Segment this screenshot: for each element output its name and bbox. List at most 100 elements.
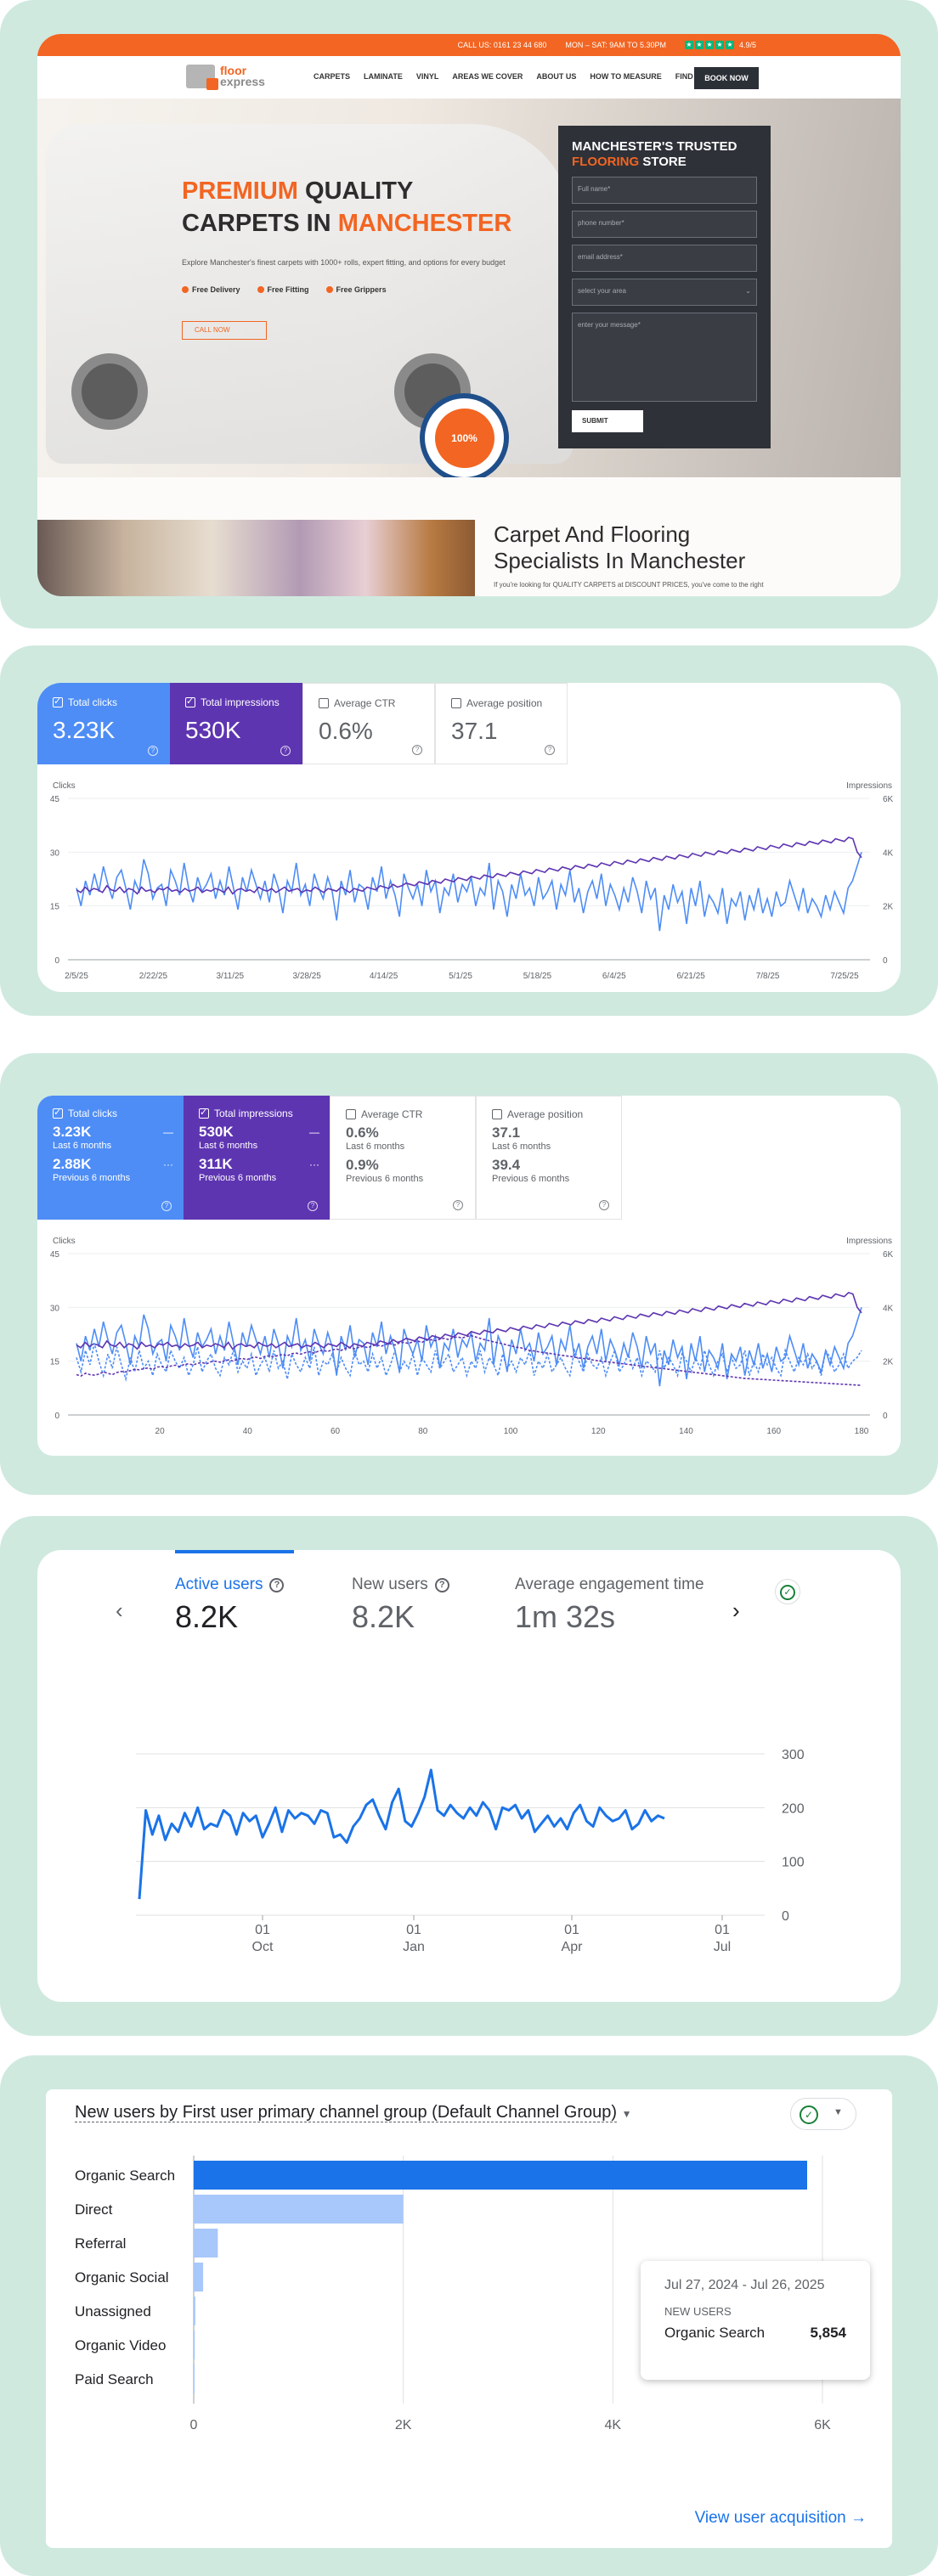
series-line	[76, 1291, 862, 1350]
help-icon[interactable]: ?	[412, 745, 422, 755]
star-icon: ★	[684, 41, 693, 49]
checkbox-icon[interactable]	[492, 1109, 502, 1119]
email-field[interactable]: email address*	[572, 245, 757, 272]
help-icon[interactable]: ?	[453, 1200, 463, 1210]
category-label: Organic Social	[75, 2269, 169, 2286]
hover-tooltip: Jul 27, 2024 - Jul 26, 2025 NEW USERS Or…	[641, 2261, 870, 2380]
nav-laminate[interactable]: LAMINATE	[364, 72, 403, 81]
total-clicks-value: 3.23K	[53, 717, 116, 743]
checkbox-icon[interactable]	[53, 1107, 63, 1119]
rating-text: 4.9/5	[738, 41, 756, 49]
checkbox-icon[interactable]	[319, 698, 329, 708]
phone-text[interactable]: CALL US: 0161 23 44 680	[457, 41, 547, 49]
trustpilot-rating[interactable]: ★ ★ ★ ★ ★ 4.9/5	[684, 41, 756, 49]
tile-average-position[interactable]: Average position 37.1 ?	[435, 683, 568, 764]
logo-line-1: floor	[220, 64, 247, 77]
nav-areas[interactable]: AREAS WE COVER	[452, 72, 523, 81]
tile-total-clicks-compare[interactable]: Total clicks 3.23K— Last 6 months 2.88K·…	[37, 1096, 184, 1220]
nav-find-us[interactable]: FIND US	[675, 72, 706, 81]
help-icon[interactable]: ?	[161, 1201, 172, 1211]
view-user-acquisition-link[interactable]: View user acquisition →	[694, 2509, 867, 2527]
specialists-text: If you're looking for QUALITY CARPETS at…	[494, 581, 764, 589]
nav-how-to-measure[interactable]: HOW TO MEASURE	[590, 72, 662, 81]
x-tick-label: 5/1/25	[449, 972, 472, 981]
nav-carpets[interactable]: CARPETS	[314, 72, 351, 81]
x-tick-day: 01	[564, 1923, 579, 1937]
tile-total-impressions-compare[interactable]: Total impressions 530K— Last 6 months 31…	[184, 1096, 330, 1220]
help-icon[interactable]: ?	[545, 745, 555, 755]
check-circle-icon[interactable]: ✓	[775, 1579, 800, 1604]
nav-vinyl[interactable]: VINYL	[415, 72, 439, 81]
x-tick-label: 0	[190, 2418, 198, 2432]
checkbox-icon[interactable]	[346, 1109, 356, 1119]
x-tick-label: 60	[331, 1427, 341, 1436]
help-icon[interactable]: ?	[280, 746, 291, 756]
metric-new-users[interactable]: New users? 8.2K	[352, 1575, 449, 1635]
floor-express-logo[interactable]: floor express	[186, 64, 265, 90]
hero-features: Free Delivery Free Fitting Free Grippers	[182, 285, 387, 294]
checkbox-icon[interactable]	[53, 696, 63, 707]
active-users-chart: 300 200 100 0 01 Oct 01 Jan 01 Apr 01 Jul	[136, 1748, 805, 1954]
arrow-right-icon: →	[850, 2509, 867, 2527]
chevron-down-icon: ⌄	[745, 287, 751, 295]
active-tab-indicator	[175, 1550, 294, 1553]
gsc-performance-chart: 45 30 15 0 6K 4K 2K 0 2/5/25 2/22/25 3/11/25 3/28/2…	[50, 795, 894, 981]
right-axis-title: Impressions	[846, 1237, 892, 1246]
checkbox-icon[interactable]	[451, 698, 461, 708]
compare-toggle[interactable]: ✓ ▼	[790, 2098, 856, 2130]
x-tick-label: 7/25/25	[830, 972, 859, 981]
tile-average-ctr-compare[interactable]: Average CTR 0.6% Last 6 months 0.9% Prev…	[330, 1096, 476, 1220]
specialists-heading: Carpet And Flooring Specialists In Manche…	[494, 521, 746, 573]
star-icon: ★	[694, 41, 704, 49]
phone-field[interactable]: phone number*	[572, 211, 757, 238]
help-icon[interactable]: ?	[269, 1577, 285, 1592]
checkbox-icon[interactable]	[199, 1107, 209, 1119]
category-label: Direct	[75, 2201, 113, 2218]
tile-average-position-compare[interactable]: Average position 37.1 Last 6 months 39.4…	[476, 1096, 622, 1220]
category-label: Referral	[75, 2235, 126, 2252]
hero-subtitle: Explore Manchester's finest carpets with…	[182, 258, 506, 267]
acquisition-title[interactable]: New users by First user primary channel …	[75, 2103, 632, 2122]
y-tick-label: 300	[782, 1748, 805, 1762]
tile-average-ctr[interactable]: Average CTR 0.6% ?	[302, 683, 435, 764]
category-label: Organic Video	[75, 2337, 166, 2353]
y2-tick-label: 6K	[883, 1250, 894, 1260]
gsc-comparison-chart: 45 30 15 0 6K 4K 2K 0 20 40 60 80 100 120 140 160 180	[50, 1250, 894, 1436]
nav-about[interactable]: ABOUT US	[536, 72, 577, 81]
book-now-button[interactable]: BOOK NOW	[694, 67, 759, 89]
help-icon[interactable]: ?	[148, 746, 158, 756]
checkbox-icon[interactable]	[185, 696, 195, 707]
help-icon[interactable]: ?	[434, 1577, 449, 1592]
chevron-right-icon[interactable]: ›	[732, 1598, 740, 1623]
x-tick-label: 100	[504, 1427, 518, 1436]
solid-line-icon: —	[163, 1126, 173, 1138]
ga-acquisition-card: New users by First user primary channel …	[46, 2089, 892, 2548]
x-tick-month: Oct	[252, 1940, 274, 1954]
star-icon: ★	[704, 41, 714, 49]
tile-total-impressions[interactable]: Total impressions 530K ?	[170, 683, 302, 764]
dashed-line-icon: ···	[163, 1158, 173, 1170]
hours-text: MON – SAT: 9AM TO 5.30PM	[565, 41, 666, 49]
x-tick-label: 20	[155, 1427, 166, 1436]
message-field[interactable]: enter your message*	[572, 313, 757, 402]
x-tick-label: 3/11/25	[216, 972, 244, 981]
ga-users-panel: ‹ Active users? 8.2K New users? 8.2K Ave…	[0, 1516, 938, 2036]
metric-active-users[interactable]: Active users? 8.2K	[175, 1575, 285, 1635]
full-name-field[interactable]: Full name*	[572, 177, 757, 204]
metric-engagement-time[interactable]: Average engagement time 1m 32s	[515, 1575, 704, 1634]
left-axis-title: Clicks	[53, 1237, 76, 1246]
website-panel: CALL US: 0161 23 44 680 MON – SAT: 9AM T…	[0, 0, 938, 628]
help-icon[interactable]: ?	[308, 1201, 318, 1211]
gsc-compare-card: Total clicks 3.23K— Last 6 months 2.88K·…	[37, 1096, 901, 1456]
tile-total-clicks[interactable]: Total clicks 3.23K ?	[37, 683, 170, 764]
help-icon[interactable]: ?	[599, 1200, 609, 1210]
x-tick-label: 3/28/25	[293, 972, 322, 981]
x-tick-day: 01	[406, 1923, 421, 1937]
call-now-button[interactable]: CALL NOW	[182, 321, 267, 340]
chevron-left-icon[interactable]: ‹	[116, 1598, 123, 1623]
submit-button[interactable]: SUBMIT	[572, 410, 643, 432]
tooltip-metric: NEW USERS	[664, 2305, 732, 2318]
area-select[interactable]: select your area ⌄	[572, 279, 757, 306]
x-tick-label: 6/4/25	[602, 972, 626, 981]
specialists-section: Carpet And Flooring Specialists In Manche…	[37, 477, 901, 596]
